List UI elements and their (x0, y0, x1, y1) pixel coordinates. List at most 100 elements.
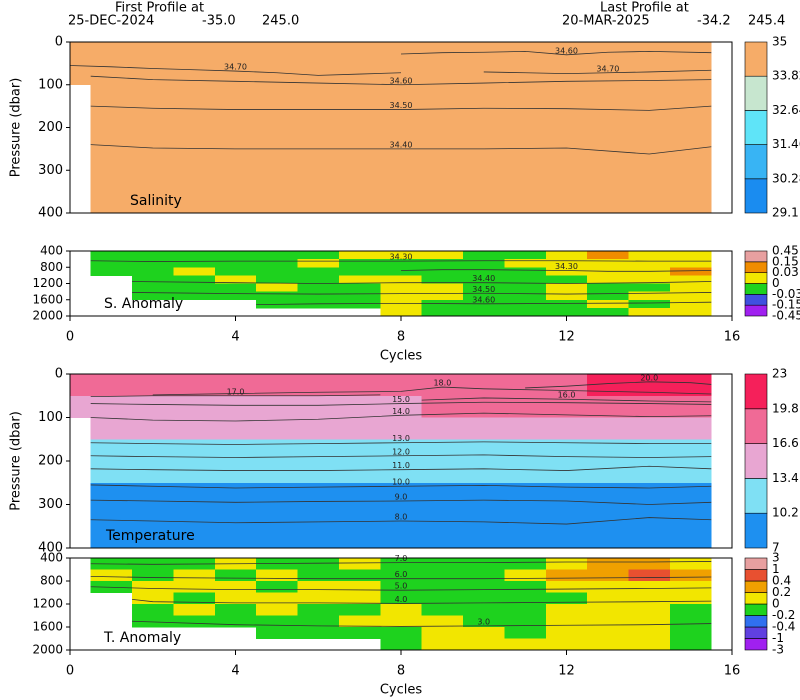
field-cell (380, 395, 423, 418)
contour-label: 4.0 (395, 595, 408, 604)
field-cell (421, 63, 464, 86)
field-cell (587, 127, 629, 150)
field-cell (504, 526, 547, 549)
field-cell (587, 106, 629, 128)
contour-label: 16.0 (558, 391, 576, 400)
field-cell (214, 504, 257, 527)
y-tick-label: 400 (40, 551, 63, 565)
field-cell (463, 638, 505, 651)
field-cell (504, 307, 547, 317)
field-cell (421, 374, 464, 397)
field-cell (545, 395, 588, 418)
colorbar-box (744, 603, 768, 616)
field-cell (70, 374, 92, 397)
field-cell (380, 259, 423, 268)
field-cell (669, 439, 712, 462)
colorbar-box (744, 638, 768, 651)
field-cell (380, 275, 423, 284)
field-cell (297, 627, 340, 639)
field-cell (132, 504, 174, 527)
field-cell (587, 417, 629, 440)
field-cell (421, 439, 464, 462)
field-cell (214, 191, 257, 214)
field-cell (173, 581, 216, 593)
field-cell (421, 291, 464, 301)
x-tick-label: 4 (231, 664, 239, 679)
field-cell (132, 569, 174, 582)
field-cell (338, 127, 381, 150)
field-cell (297, 615, 340, 628)
field-cell (463, 148, 505, 171)
field-cell (587, 63, 629, 86)
field-cell (297, 106, 340, 128)
field-cell (669, 417, 712, 440)
field-cell (421, 395, 464, 418)
field-cell (545, 148, 588, 171)
field-cell (214, 374, 257, 397)
field-cell (504, 267, 547, 276)
colorbar-label: 0 (772, 276, 780, 290)
field-cell (587, 638, 629, 651)
field-cell (669, 307, 712, 317)
field-cell (90, 127, 133, 150)
field-cell (545, 283, 588, 293)
field-cell (545, 417, 588, 440)
field-cell (70, 395, 92, 418)
field-cell (90, 191, 133, 214)
field-cell (504, 170, 547, 193)
field-cell (214, 148, 257, 171)
field-cell (256, 558, 298, 570)
field-cell (297, 417, 340, 440)
field-cell (628, 63, 671, 86)
y-tick-label: 1200 (32, 276, 63, 290)
field-cell (545, 63, 588, 86)
field-cell (669, 42, 712, 64)
field-cell (256, 106, 298, 128)
field-cell (545, 42, 588, 64)
contour-line (421, 397, 712, 403)
field-cell (669, 283, 712, 293)
field-cell (90, 482, 133, 505)
x-tick-label: 12 (558, 330, 575, 345)
colorbar-label: 33.82 (772, 69, 800, 83)
colorbar-label: -0.2 (772, 608, 795, 622)
field-cell (669, 526, 712, 549)
field-cell (628, 461, 671, 484)
field-cell (463, 558, 505, 570)
contour-label: 18.0 (433, 379, 451, 388)
field-cell (132, 275, 174, 284)
field-cell (504, 604, 547, 616)
field-cell (256, 191, 298, 214)
field-cell (628, 504, 671, 527)
field-cell (214, 581, 257, 593)
last-profile-date: 20-MAR-2025 (562, 14, 650, 29)
field-cell (669, 604, 712, 616)
field-cell (504, 299, 547, 309)
field-cell (214, 439, 257, 462)
y-tick-label: 0 (55, 35, 63, 50)
colorbar-box (744, 569, 768, 582)
field-cell (463, 604, 505, 616)
colorbar-label: 7 (772, 541, 780, 555)
field-cell (173, 526, 216, 549)
field-cell (214, 461, 257, 484)
field-cell (214, 395, 257, 418)
field-cell (545, 106, 588, 128)
field-cell (669, 251, 712, 260)
colorbar-box (744, 557, 768, 570)
field-cell (504, 84, 547, 107)
y-tick-label: 2000 (32, 643, 63, 657)
field-cell (463, 127, 505, 150)
contour-label: 5.0 (395, 582, 408, 591)
field-cell (90, 251, 133, 260)
field-cell (256, 569, 298, 582)
field-cell (214, 275, 257, 284)
field-cell (669, 569, 712, 582)
field-cell (256, 84, 298, 107)
field-cell (173, 106, 216, 128)
contour-label: 6.0 (395, 570, 408, 579)
field-cell (173, 504, 216, 527)
field-cell (297, 267, 340, 276)
field-cell (504, 259, 547, 268)
contour-label: 34.50 (472, 285, 495, 294)
